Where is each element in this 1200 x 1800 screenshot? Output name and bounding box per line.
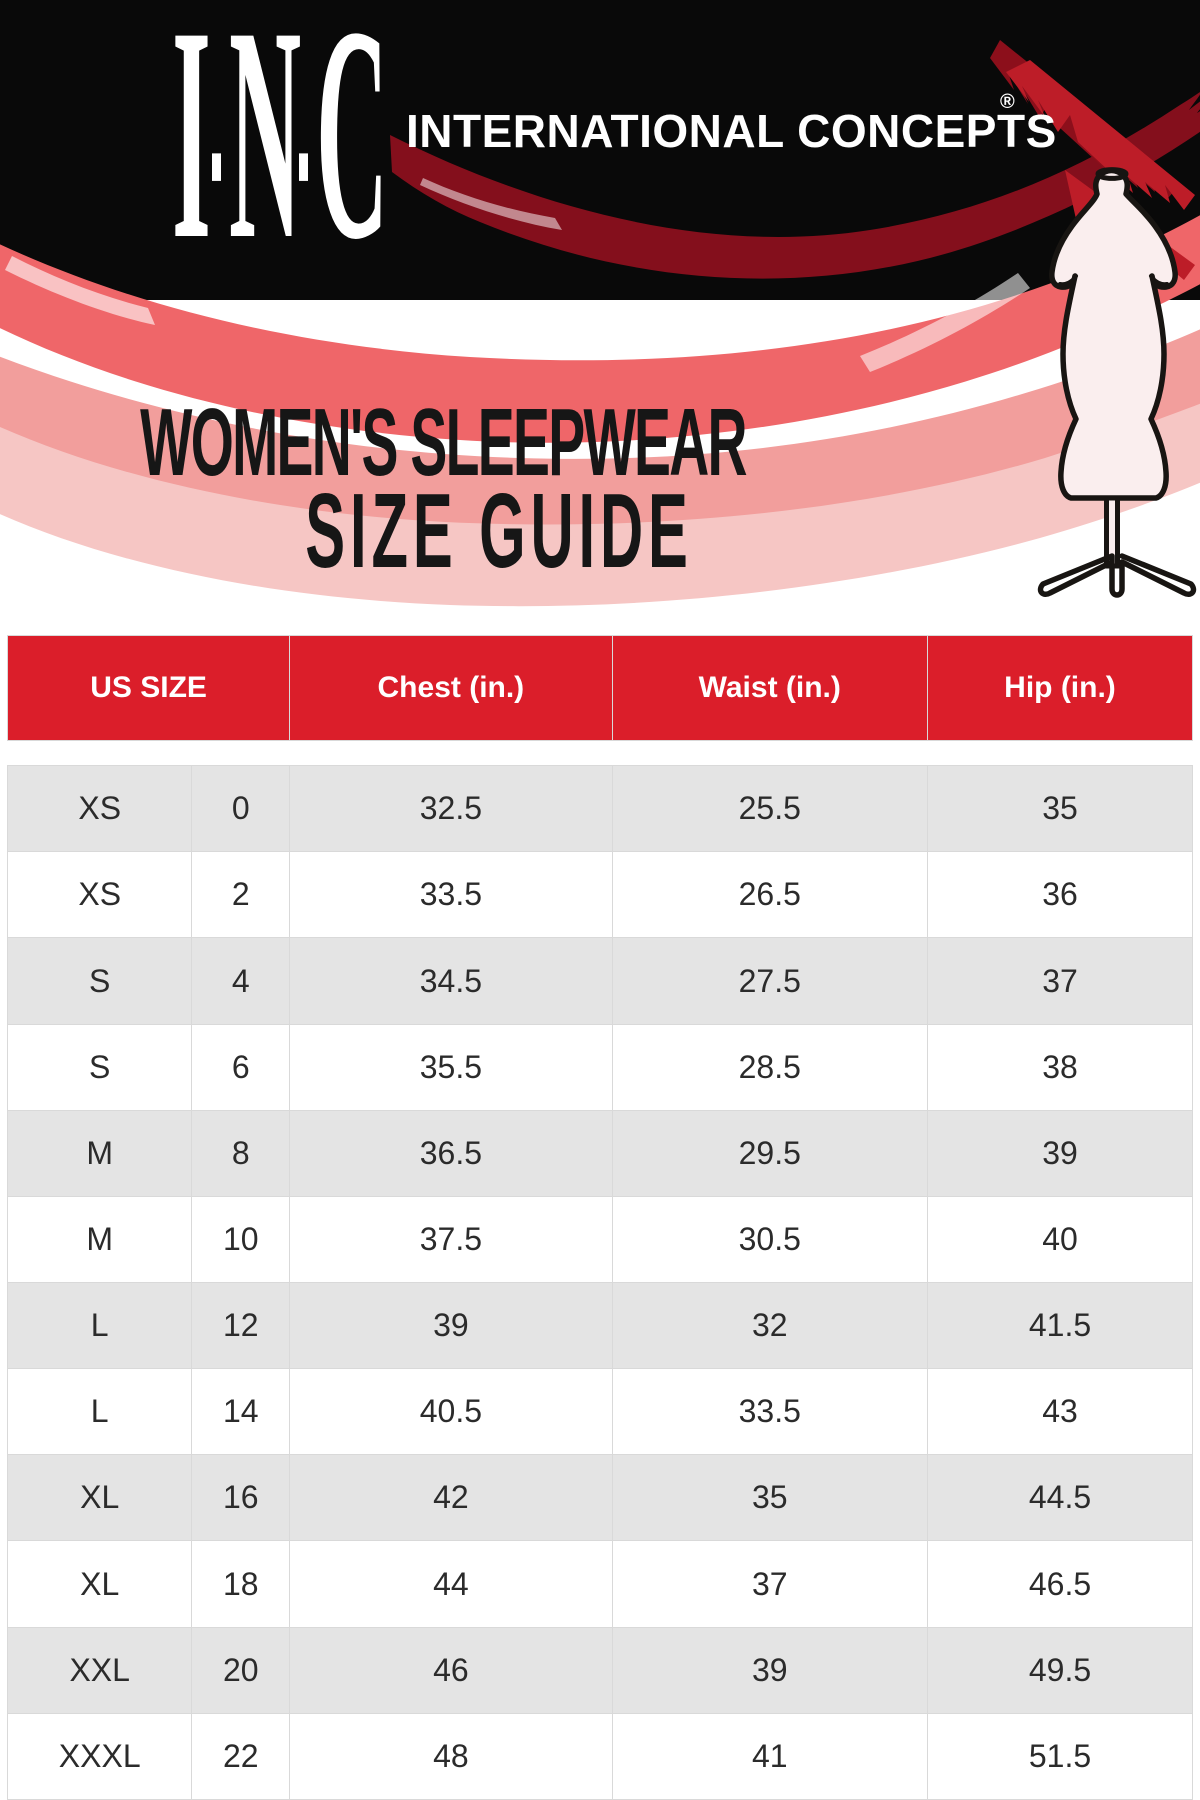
svg-text:INTERNATIONAL CONCEPTS: INTERNATIONAL CONCEPTS — [406, 105, 1057, 157]
svg-text:®: ® — [1000, 91, 1015, 113]
svg-text:C: C — [316, 0, 388, 303]
svg-text:SIZE GUIDE: SIZE GUIDE — [305, 472, 693, 590]
svg-text:N: N — [229, 0, 301, 303]
svg-text:I: I — [172, 0, 211, 303]
